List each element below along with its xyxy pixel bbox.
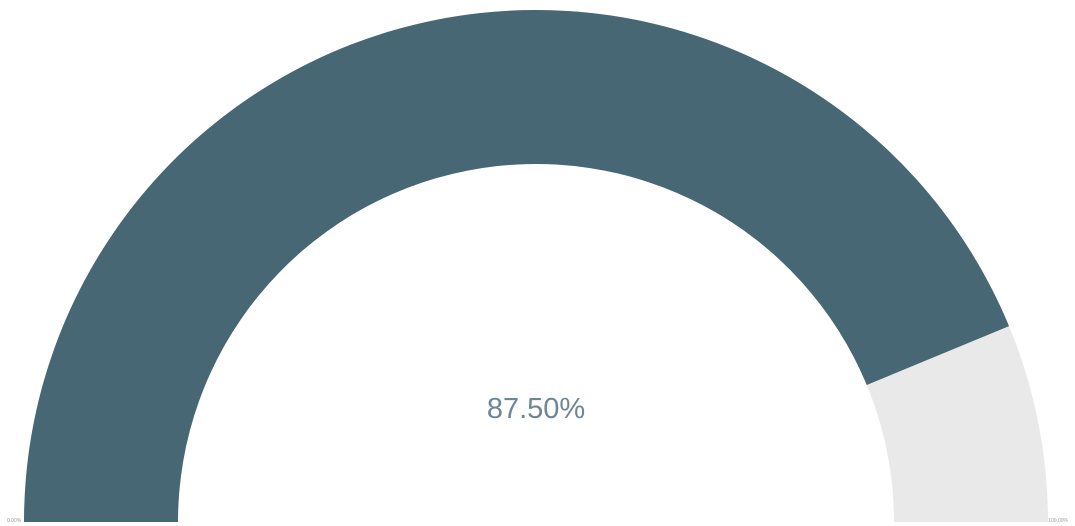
gauge-min-label: 0.00% [7,518,22,524]
gauge-max-label: 100.00% [1048,518,1068,524]
gauge-value-arc [23,9,1010,523]
gauge-value-label: 87.50% [487,393,585,425]
